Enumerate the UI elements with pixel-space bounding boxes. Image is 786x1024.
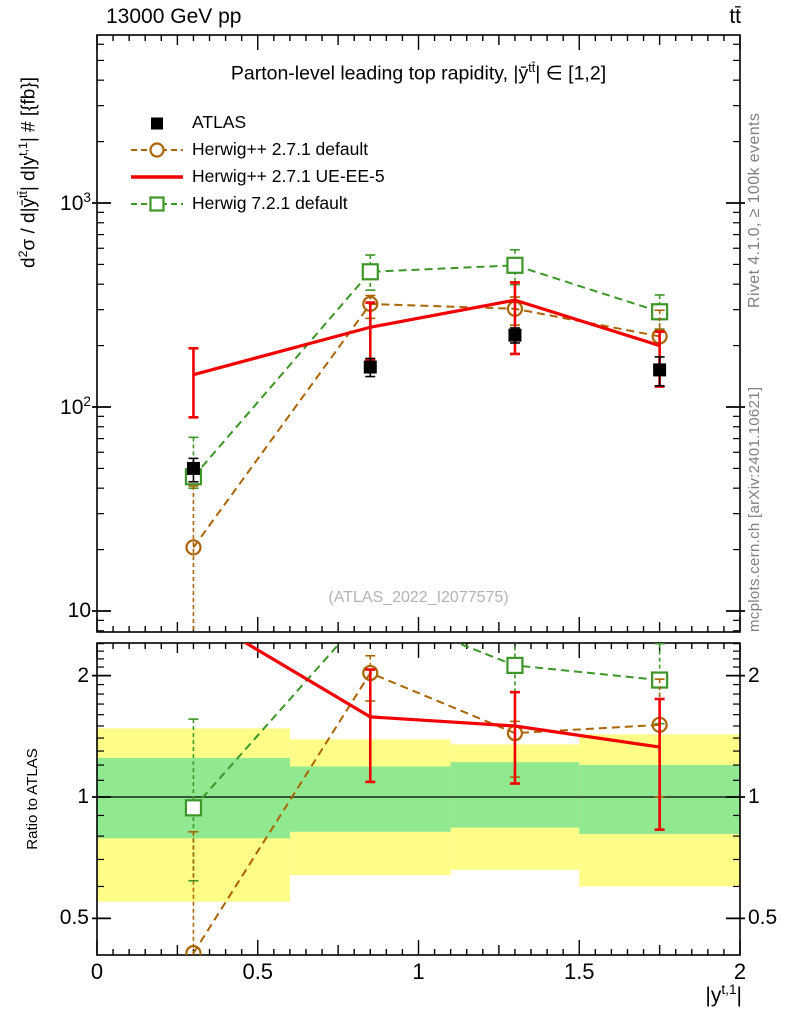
series-line: [193, 298, 661, 377]
plot-title: Parton-level leading top rapidity, |ȳtt̄…: [230, 61, 607, 85]
mcplots-reference-note: mcplots.cern.ch [arXiv:2401.10621]: [746, 386, 763, 632]
series-herwig-2-7-1-ue-ee-5: [188, 281, 665, 419]
tick-marks: [92, 35, 745, 955]
series-line: [192, 264, 660, 478]
process-label: tt̄: [729, 5, 741, 28]
main-y-tick-label: 103: [60, 190, 91, 215]
series-line: [192, 302, 660, 548]
legend-label: Herwig++ 2.7.1 default: [192, 139, 369, 159]
series-atlas: [186, 327, 667, 483]
x-tick-label: 1.5: [563, 959, 595, 984]
beam-energy-label: 13000 GeV pp: [106, 5, 242, 28]
ratio-y-tick-label: 2: [77, 663, 89, 687]
x-axis-label: |yt,1|: [705, 982, 742, 1007]
filled-square-legend-marker-icon: [151, 117, 163, 129]
data-point: [506, 656, 524, 674]
data-point: [508, 328, 522, 342]
ratio-series: [184, 643, 669, 955]
x-tick-label: 2: [733, 959, 747, 984]
data-point: [186, 461, 200, 475]
main-y-tick-label: 102: [60, 394, 91, 419]
ratio-y-tick-label-right: 1: [748, 785, 760, 808]
x-tick-label: 0.5: [242, 959, 274, 984]
solid-line-legend-marker-icon: [131, 174, 183, 179]
data-point: [506, 256, 524, 274]
main-y-tick-label: 10: [67, 599, 91, 622]
data-point: [363, 360, 377, 374]
legend-label: Herwig 7.2.1 default: [192, 193, 348, 213]
series-herwig-7-2-1-default: [184, 248, 669, 489]
ratio-y-tick-label: 1: [77, 785, 89, 808]
legend-item: Herwig++ 2.7.1 default: [128, 136, 385, 163]
rivet-version-note: Rivet 4.1.0, ≥ 100k events: [746, 112, 763, 308]
legend: ATLAS Herwig++ 2.7.1 default Herwig++ 2.7.…: [128, 109, 385, 217]
ratio-y-tick-label-right: 2: [748, 663, 760, 687]
series-line: [192, 671, 660, 954]
ratio-y-tick-label: 0.5: [59, 906, 89, 930]
legend-item: Herwig++ 2.7.1 UE-EE-5: [128, 163, 385, 190]
legend-item: ATLAS: [128, 109, 385, 136]
legend-label: Herwig++ 2.7.1 UE-EE-5: [192, 166, 385, 186]
ratio-y-tick-label-right: 0.5: [748, 906, 778, 930]
data-point: [653, 363, 667, 377]
data-point: [185, 539, 202, 556]
dashed-square-legend-marker-icon: [131, 195, 183, 212]
legend-label: ATLAS: [192, 112, 247, 132]
dashed-circle-legend-marker-icon: [131, 141, 183, 158]
series-herwig-2-7-1-ue-ee-5: [242, 643, 665, 831]
main-series: [184, 248, 669, 632]
series-line: [192, 643, 660, 809]
data-point: [361, 263, 379, 281]
series-line: [242, 643, 660, 749]
legend-item: Herwig 7.2.1 default: [128, 190, 385, 217]
data-point: [185, 945, 202, 955]
analysis-watermark: (ATLAS_2022_I2077575): [328, 589, 509, 606]
x-tick-label: 0: [90, 959, 104, 984]
data-point: [184, 799, 203, 817]
main-y-axis-label: d2σ / d|ȳtt̄| d|yt,1| # [{fb}]: [16, 77, 40, 268]
ratio-y-axis-label: Ratio to ATLAS: [24, 748, 41, 850]
x-tick-label: 1: [412, 959, 425, 984]
